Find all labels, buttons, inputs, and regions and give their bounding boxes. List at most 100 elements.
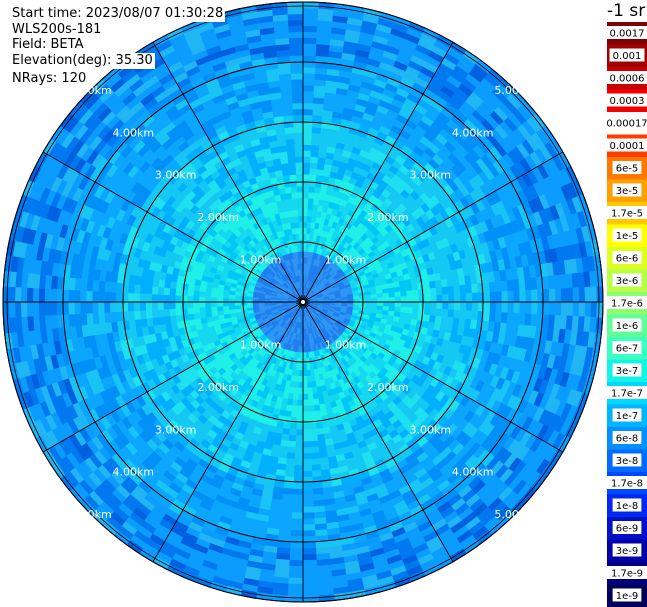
ray-gate-cell bbox=[127, 310, 135, 321]
ray-gate-cell bbox=[302, 84, 315, 92]
ray-gate-cell bbox=[530, 277, 538, 291]
ray-gate-cell bbox=[157, 286, 165, 295]
ray-gate-cell bbox=[543, 301, 550, 316]
ray-gate-cell bbox=[284, 470, 295, 478]
ray-gate-cell bbox=[299, 358, 304, 365]
ray-gate-cell bbox=[370, 293, 378, 299]
ray-gate-cell bbox=[302, 583, 319, 591]
ray-gate-cell bbox=[310, 138, 321, 146]
ray-gate-cell bbox=[359, 301, 366, 306]
ray-gate-cell bbox=[518, 278, 526, 291]
ray-gate-cell bbox=[584, 286, 592, 303]
ray-gate-cell bbox=[518, 313, 526, 326]
ray-gate-cell bbox=[501, 301, 509, 313]
ray-gate-cell bbox=[302, 162, 311, 169]
ray-gate-cell bbox=[412, 301, 420, 309]
ray-gate-cell bbox=[302, 470, 313, 478]
ray-gate-cell bbox=[430, 294, 437, 303]
ray-gate-cell bbox=[216, 297, 224, 303]
ray-gate-cell bbox=[50, 288, 58, 303]
ray-gate-cell bbox=[316, 168, 325, 177]
ray-gate-cell bbox=[311, 464, 321, 472]
ray-gate-cell bbox=[292, 494, 304, 502]
ray-gate-cell bbox=[543, 288, 550, 303]
ray-gate-cell bbox=[382, 292, 390, 299]
ray-gate-cell bbox=[309, 162, 318, 170]
ray-gate-cell bbox=[381, 288, 389, 294]
ray-gate-cell bbox=[192, 301, 200, 309]
ray-gate-cell bbox=[115, 301, 123, 313]
ray-gate-cell bbox=[234, 305, 242, 310]
ray-gate-cell bbox=[295, 435, 304, 442]
ray-gate-cell bbox=[424, 301, 431, 309]
ray-gate-cell bbox=[210, 301, 218, 308]
ray-gate-cell bbox=[424, 295, 431, 303]
ray-gate-cell bbox=[298, 381, 304, 389]
ray-gate-cell bbox=[489, 291, 497, 303]
ray-gate-cell bbox=[388, 296, 396, 303]
ray-gate-cell bbox=[302, 524, 316, 531]
ray-gate-cell bbox=[312, 392, 319, 400]
ray-gate-cell bbox=[175, 301, 182, 309]
ray-gate-cell bbox=[393, 286, 401, 293]
ray-gate-cell bbox=[314, 517, 327, 525]
ray-gate-cell bbox=[288, 559, 304, 567]
ray-gate-cell bbox=[74, 313, 82, 327]
ray-gate-cell bbox=[287, 595, 304, 603]
ray-gate-cell bbox=[291, 512, 304, 520]
ray-gate-cell bbox=[127, 283, 135, 294]
ray-gate-cell bbox=[287, 440, 296, 448]
ray-gate-cell bbox=[388, 292, 396, 298]
ray-gate-cell bbox=[169, 294, 176, 303]
ray-gate-cell bbox=[471, 301, 479, 312]
ray-gate-cell bbox=[302, 239, 307, 246]
ray-gate-cell bbox=[302, 429, 311, 436]
ray-gate-cell bbox=[302, 96, 314, 104]
ray-gate-cell bbox=[412, 289, 419, 297]
ray-gate-cell bbox=[133, 292, 141, 303]
ray-gate-cell bbox=[287, 583, 304, 591]
ray-gate-cell bbox=[306, 363, 311, 371]
ray-gate-cell bbox=[312, 493, 325, 501]
ray-gate-cell bbox=[513, 290, 521, 303]
ray-gate-cell bbox=[198, 306, 206, 314]
ray-gate-cell bbox=[127, 292, 135, 303]
ray-gate-cell bbox=[109, 301, 117, 313]
ray-gate-cell bbox=[109, 281, 118, 293]
ray-gate-cell bbox=[512, 279, 520, 292]
ray-gate-cell bbox=[292, 393, 299, 401]
ray-gate-cell bbox=[310, 446, 320, 454]
ray-gate-cell bbox=[293, 470, 304, 478]
ray-gate-cell bbox=[311, 132, 321, 140]
ray-gate-cell bbox=[296, 411, 304, 419]
ray-gate-cell bbox=[288, 428, 297, 436]
ray-gate-cell bbox=[302, 7, 319, 15]
ray-gate-cell bbox=[286, 452, 296, 460]
ray-gate-cell bbox=[310, 452, 320, 460]
ray-gate-cell bbox=[302, 55, 317, 62]
ray-gate-cell bbox=[315, 422, 324, 430]
ray-gate-cell bbox=[109, 311, 118, 323]
ray-gate-cell bbox=[308, 186, 316, 193]
ray-gate-cell bbox=[311, 386, 318, 394]
ray-gate-cell bbox=[302, 49, 317, 57]
ray-gate-cell bbox=[302, 138, 312, 146]
ray-gate-cell bbox=[489, 301, 497, 313]
ray-gate-cell bbox=[56, 288, 63, 303]
ray-gate-cell bbox=[548, 288, 556, 303]
ray-gate-cell bbox=[79, 290, 87, 303]
ray-gate-cell bbox=[302, 577, 319, 585]
ray-gate-cell bbox=[306, 381, 313, 389]
ray-gate-cell bbox=[280, 511, 293, 519]
ray-gate-cell bbox=[302, 447, 312, 454]
ray-gate-cell bbox=[400, 306, 408, 314]
ray-gate-cell bbox=[115, 291, 123, 303]
ray-gate-cell bbox=[302, 185, 310, 193]
ray-gate-cell bbox=[290, 524, 304, 531]
ray-gate-cell bbox=[302, 78, 315, 86]
ray-gate-cell bbox=[32, 301, 40, 317]
ray-gate-cell bbox=[506, 312, 514, 325]
ray-gate-cell bbox=[435, 287, 443, 296]
ray-gate-cell bbox=[222, 301, 230, 307]
ray-gate-cell bbox=[506, 279, 514, 292]
